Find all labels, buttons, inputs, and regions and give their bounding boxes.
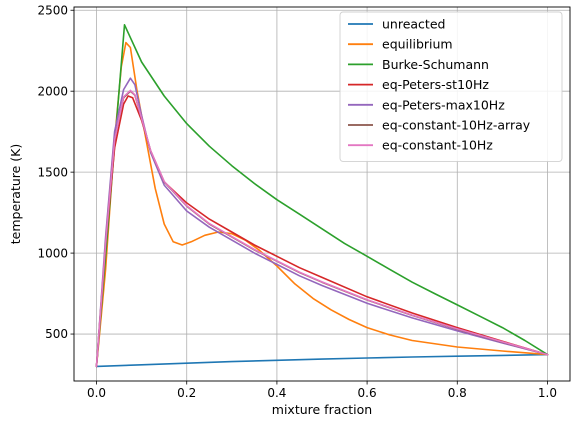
x-tick-label: 0.8 [448,386,467,400]
legend-label: Burke-Schumann [382,57,489,72]
legend-label: eq-constant-10Hz-array [382,118,531,133]
legend-label: eq-Peters-st10Hz [382,77,489,92]
y-tick-label: 2500 [37,3,68,17]
y-tick-label: 1000 [37,246,68,260]
series-line-eq-Peters-st10Hz [95,95,549,368]
legend-label: eq-Peters-max10Hz [382,97,505,112]
plot-frame [73,6,571,382]
series-line-Burke-Schumann [95,23,549,368]
x-axis-label: mixture fraction [272,402,372,417]
x-tick-label: 1.0 [538,386,557,400]
legend-label: unreacted [382,17,445,32]
legend: unreacted equilibrium Burke-Schumann eq-Pet… [339,11,563,162]
legend-label: eq-constant-10Hz [382,138,493,153]
x-tick-label: 0.6 [358,386,377,400]
series-lines [95,23,549,368]
y-tick-label: 500 [45,327,68,341]
series-line-unreacted [95,353,549,368]
x-tick-label: 0.4 [267,386,286,400]
axis-ticks: 0.0 0.2 0.4 0.6 0.8 1.0 500 1000 1500 2000 2500 [37,3,557,400]
legend-label: equilibrium [382,37,453,52]
y-axis-label: temperature (K) [8,144,23,245]
x-tick-label: 0.2 [177,386,196,400]
y-tick-label: 2000 [37,84,68,98]
y-tick-label: 1500 [37,165,68,179]
series-line-eq-Peters-max10Hz [95,77,549,368]
legend-box [339,11,563,162]
series-line-eq-constant-10Hz [95,89,549,368]
x-tick-label: 0.0 [87,386,106,400]
